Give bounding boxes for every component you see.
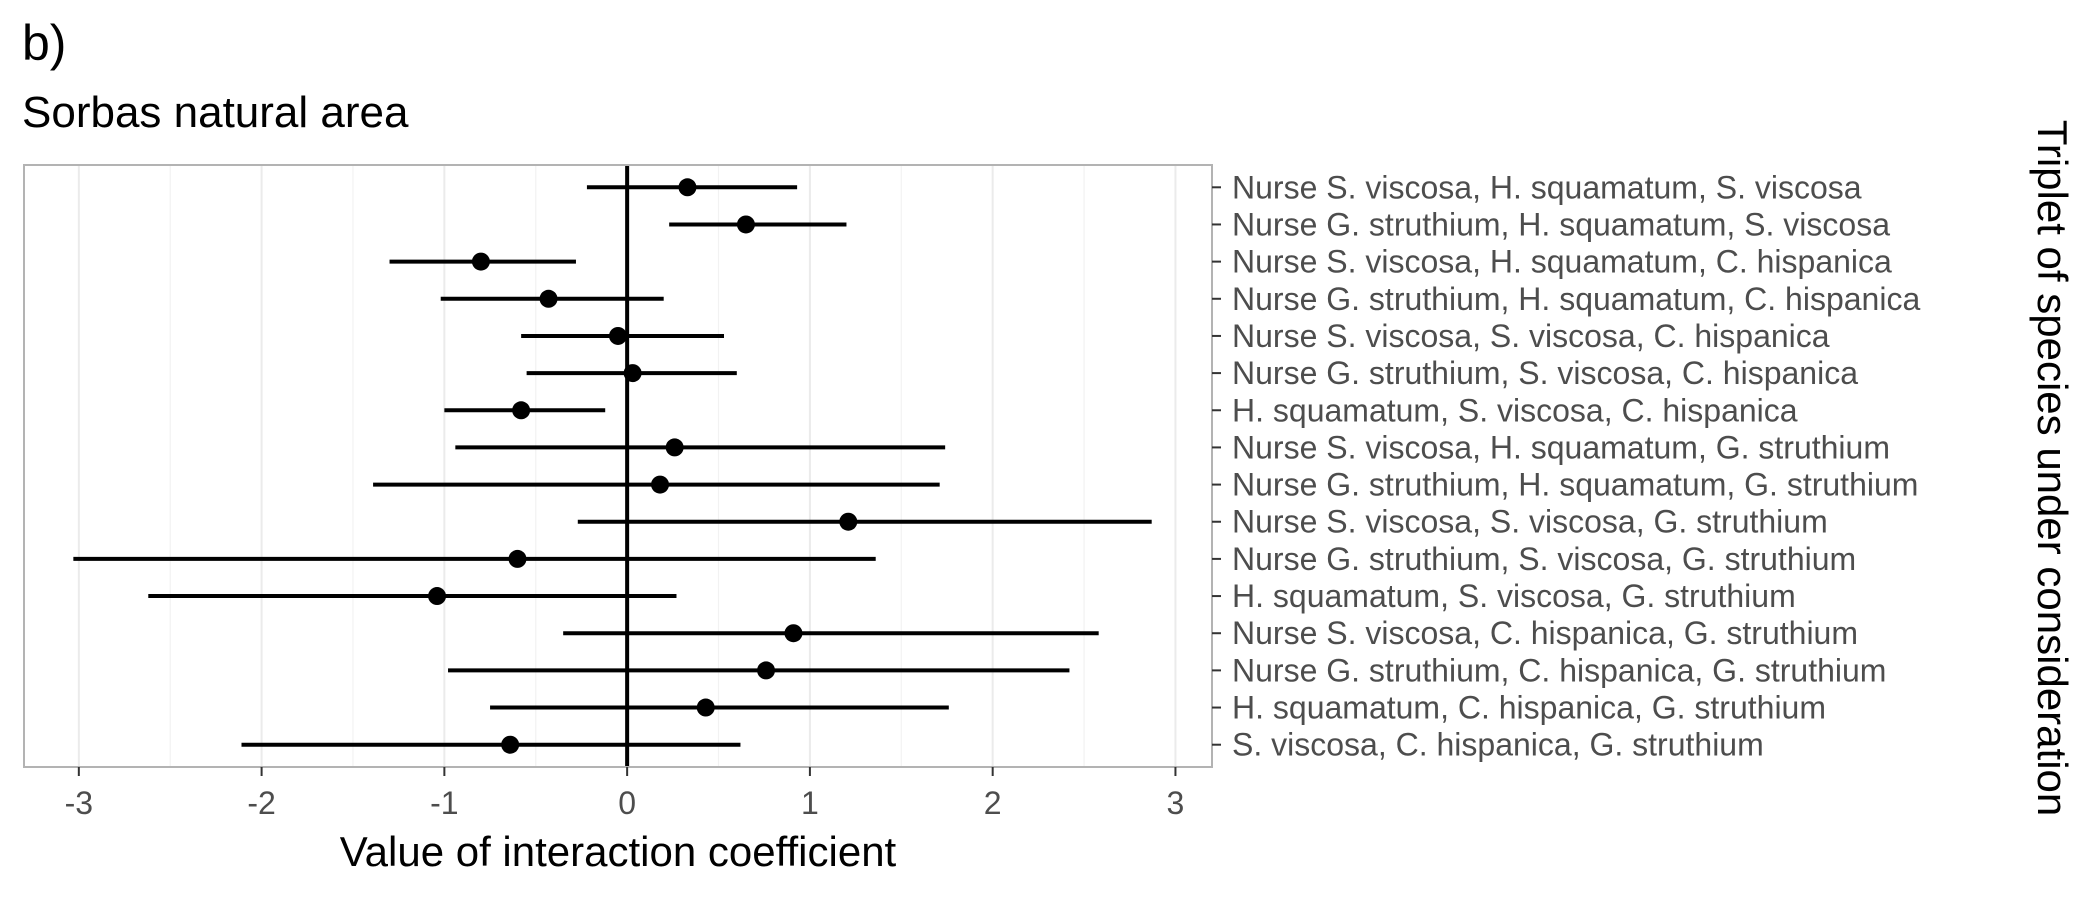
y-tick-label: Nurse G. struthium, S. viscosa, C. hispa… [1232, 355, 1858, 391]
x-tick-label: -1 [430, 785, 458, 821]
y-tick-label: Nurse S. viscosa, C. hispanica, G. strut… [1232, 615, 1858, 651]
y-tick-label: Nurse S. viscosa, H. squamatum, G. strut… [1232, 429, 1890, 465]
estimate-point [428, 587, 447, 606]
y-tick-label: H. squamatum, C. hispanica, G. struthium [1232, 690, 1826, 726]
x-tick-label: 1 [801, 785, 819, 821]
estimate-point [508, 549, 527, 568]
estimate-point [696, 698, 715, 717]
estimate-point [501, 735, 520, 754]
y-tick-label: S. viscosa, C. hispanica, G. struthium [1232, 727, 1764, 763]
estimate-point [623, 364, 642, 383]
estimate-point [471, 252, 490, 271]
chart-marks [73, 165, 1152, 767]
x-tick-label: -2 [247, 785, 275, 821]
estimate-point [736, 215, 755, 234]
y-tick-label: Nurse S. viscosa, H. squamatum, C. hispa… [1232, 244, 1892, 280]
x-tick-label: 2 [984, 785, 1002, 821]
y-tick-label: Nurse G. struthium, H. squamatum, S. vis… [1232, 206, 1890, 242]
grid-lines [77, 165, 1177, 767]
y-tick-label: Nurse S. viscosa, S. viscosa, C. hispani… [1232, 318, 1830, 354]
x-axis-title: Value of interaction coefficient [340, 828, 897, 875]
x-tick-label: 0 [618, 785, 636, 821]
y-tick-label: Nurse G. struthium, C. hispanica, G. str… [1232, 652, 1886, 688]
chart-title: Sorbas natural area [22, 88, 409, 137]
estimate-point [757, 661, 776, 680]
x-tick-label: 3 [1167, 785, 1185, 821]
y-tick-label: H. squamatum, S. viscosa, G. struthium [1232, 578, 1796, 614]
y-axis-title: Triplet of species under consideration [2029, 120, 2076, 817]
estimate-point [609, 326, 627, 345]
estimate-point [839, 512, 858, 531]
y-tick-label: Nurse S. viscosa, H. squamatum, S. visco… [1232, 169, 1862, 205]
axes: Nurse S. viscosa, H. squamatum, S. visco… [23, 164, 1920, 821]
estimate-point [512, 401, 531, 420]
estimate-point [665, 438, 684, 457]
y-tick-label: Nurse S. viscosa, S. viscosa, G. struthi… [1232, 504, 1828, 540]
estimate-point [678, 178, 697, 197]
panel-label: b) [22, 15, 67, 71]
estimate-point [539, 289, 558, 308]
x-tick-label: -3 [65, 785, 93, 821]
y-tick-label: H. squamatum, S. viscosa, C. hispanica [1232, 392, 1798, 428]
y-tick-label: Nurse G. struthium, H. squamatum, C. his… [1232, 281, 1920, 317]
estimate-point [651, 475, 670, 494]
y-tick-label: Nurse G. struthium, H. squamatum, G. str… [1232, 467, 1918, 503]
estimate-point [784, 624, 803, 643]
panel-border [23, 164, 1213, 768]
y-tick-label: Nurse G. struthium, S. viscosa, G. strut… [1232, 541, 1856, 577]
